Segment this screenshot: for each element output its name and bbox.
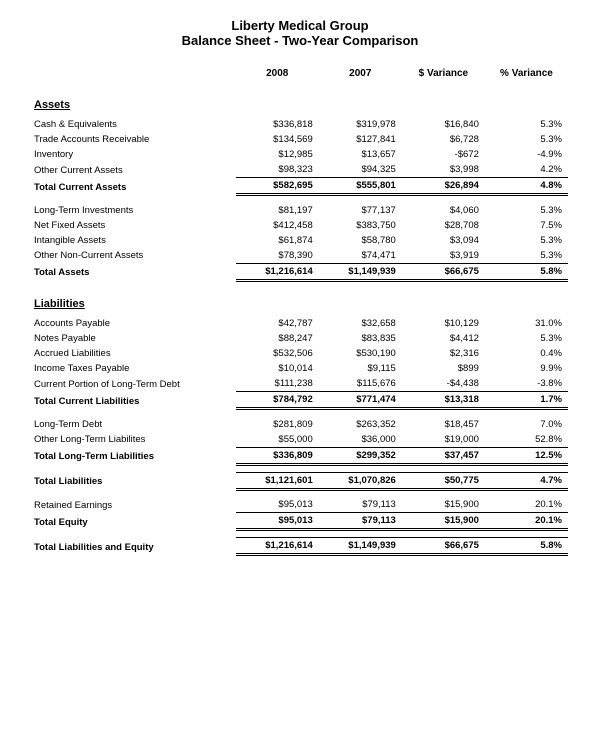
table-row: Intangible Assets$61,874$58,780$3,0945.3… <box>32 233 568 248</box>
total-liabilities-equity-row: Total Liabilities and Equity$1,216,614$1… <box>32 538 568 555</box>
table-row: Long-Term Investments$81,197$77,137$4,06… <box>32 203 568 218</box>
table-row: Income Taxes Payable$10,014$9,115$8999.9… <box>32 361 568 376</box>
table-row: Inventory$12,985$13,657-$672-4.9% <box>32 147 568 162</box>
table-row: Accrued Liabilities$532,506$530,190$2,31… <box>32 346 568 361</box>
balance-sheet-table: 2008 2007 $ Variance % Variance Assets C… <box>32 66 568 556</box>
liabilities-section-title: Liabilities <box>32 288 568 316</box>
table-row: Other Non-Current Assets$78,390$74,471$3… <box>32 248 568 264</box>
company-name: Liberty Medical Group <box>32 18 568 33</box>
table-row: Cash & Equivalents$336,818$319,978$16,84… <box>32 117 568 132</box>
col-year2: 2007 <box>319 66 402 89</box>
report-title: Balance Sheet - Two-Year Comparison <box>32 33 568 48</box>
col-variance: $ Variance <box>402 66 485 89</box>
table-row: Trade Accounts Receivable$134,569$127,84… <box>32 132 568 147</box>
table-row: Other Long-Term Liabilites$55,000$36,000… <box>32 432 568 448</box>
title-block: Liberty Medical Group Balance Sheet - Tw… <box>32 18 568 48</box>
col-pct-variance: % Variance <box>485 66 568 89</box>
table-row: Accounts Payable$42,787$32,658$10,12931.… <box>32 316 568 331</box>
table-row: Other Current Assets$98,323$94,325$3,998… <box>32 162 568 178</box>
total-current-liabilities-row: Total Current Liabilities$784,792$771,47… <box>32 392 568 409</box>
table-row: Notes Payable$88,247$83,835$4,4125.3% <box>32 331 568 346</box>
table-row: Long-Term Debt$281,809$263,352$18,4577.0… <box>32 417 568 432</box>
total-lt-liabilities-row: Total Long-Term Liabilities$336,809$299,… <box>32 447 568 464</box>
total-liabilities-row: Total Liabilities$1,121,601$1,070,826$50… <box>32 472 568 489</box>
assets-section-title: Assets <box>32 89 568 117</box>
column-header-row: 2008 2007 $ Variance % Variance <box>32 66 568 89</box>
total-current-assets-row: Total Current Assets$582,695$555,801$26,… <box>32 178 568 195</box>
table-row: Net Fixed Assets$412,458$383,750$28,7087… <box>32 218 568 233</box>
table-row: Current Portion of Long-Term Debt$111,23… <box>32 376 568 392</box>
table-row: Retained Earnings$95,013$79,113$15,90020… <box>32 497 568 513</box>
total-equity-row: Total Equity$95,013$79,113$15,90020.1% <box>32 513 568 530</box>
total-assets-row: Total Assets$1,216,614$1,149,939$66,6755… <box>32 263 568 280</box>
col-year1: 2008 <box>236 66 319 89</box>
